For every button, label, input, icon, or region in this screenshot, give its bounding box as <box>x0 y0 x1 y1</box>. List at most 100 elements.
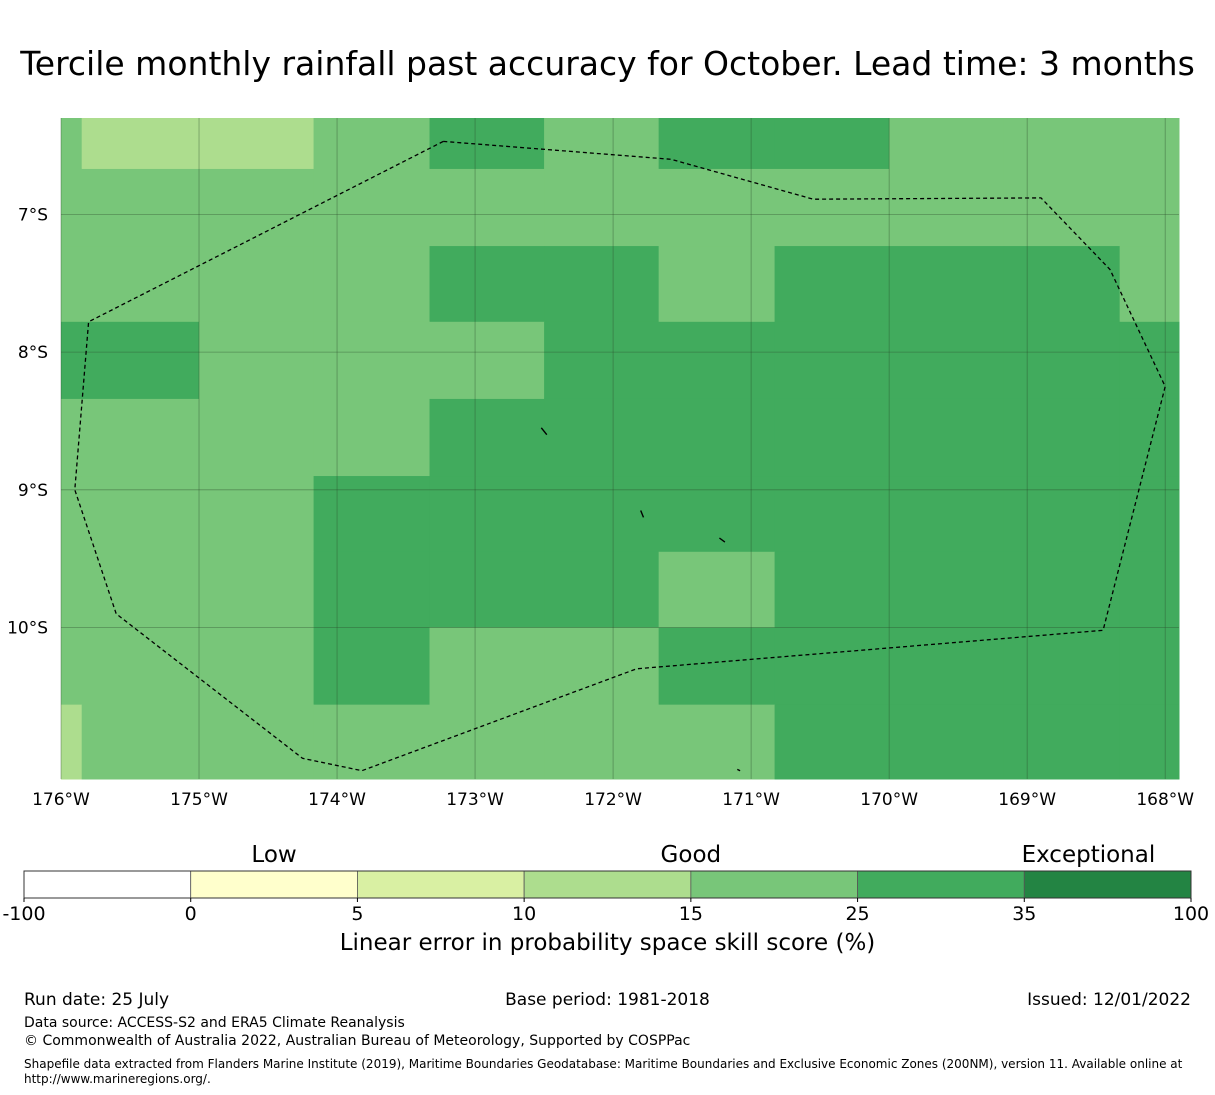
longitude-label: 173°W <box>446 790 504 810</box>
issued-date: Issued: 12/01/2022 <box>1027 990 1191 1010</box>
map-cell <box>61 321 83 400</box>
map-cell <box>313 551 431 629</box>
map-cell <box>544 246 660 323</box>
map-cell <box>658 551 776 629</box>
map-cell <box>889 321 1005 400</box>
map-cell <box>658 476 776 553</box>
longitude-label: 168°W <box>1136 790 1194 810</box>
longitude-labels: 176°W 175°W 174°W 173°W 172°W 171°W 170°W 169°W… <box>32 790 1194 810</box>
map-cell <box>313 704 431 780</box>
map-cell <box>313 398 431 477</box>
map-cell <box>544 321 660 400</box>
map-cell <box>81 398 200 477</box>
run-date: Run date: 25 July <box>24 990 170 1010</box>
data-source: Data source: ACCESS-S2 and ERA5 Climate … <box>24 1015 405 1031</box>
map-cell <box>81 118 200 170</box>
map-cell <box>544 704 660 780</box>
map-cell <box>544 398 660 477</box>
map-cell <box>199 246 315 323</box>
island <box>540 427 548 436</box>
map-cell <box>889 704 1005 780</box>
map-cell <box>81 246 200 323</box>
map-cell <box>429 476 545 553</box>
map-cell <box>889 551 1005 629</box>
map-cell <box>1119 551 1180 629</box>
colorbar-segment <box>23 870 192 899</box>
longitude-label: 176°W <box>32 790 90 810</box>
map-cell <box>61 168 83 247</box>
map-cell <box>774 551 890 629</box>
map-cell <box>199 118 315 170</box>
map-cell <box>774 168 890 247</box>
island <box>640 510 645 518</box>
map-cell <box>1003 321 1121 400</box>
map-cell <box>199 476 315 553</box>
island <box>737 768 741 772</box>
colorbar-segment <box>357 870 525 899</box>
colorbar-segment <box>1023 870 1192 899</box>
shapefile-credit: Shapefile data extracted from Flanders M… <box>24 1057 1183 1086</box>
map-cell <box>81 627 200 706</box>
map-cell <box>1119 246 1180 323</box>
map-cell <box>658 246 776 323</box>
map-cell <box>313 246 431 323</box>
map-cell <box>199 627 315 706</box>
map-cell <box>889 246 1005 323</box>
map-cell <box>889 627 1005 706</box>
map-cell <box>199 168 315 247</box>
map-cell <box>429 321 545 400</box>
map-cell <box>774 704 890 780</box>
map-cell <box>544 168 660 247</box>
map-cell <box>429 168 545 247</box>
islands <box>540 427 741 772</box>
longitude-label: 169°W <box>998 790 1056 810</box>
map-cell <box>774 246 890 323</box>
map-cell <box>199 704 315 780</box>
copyright: © Commonwealth of Australia 2022, Austra… <box>24 1033 691 1049</box>
longitude-label: 171°W <box>722 790 780 810</box>
map-cell <box>658 627 776 706</box>
colorbar-segment <box>857 870 1025 899</box>
map-cell <box>313 627 431 706</box>
page-title: Tercile monthly rainfall past accuracy f… <box>20 44 1195 83</box>
map-cells <box>61 118 1180 780</box>
map-cell <box>1003 476 1121 553</box>
map-cell <box>199 551 315 629</box>
colorbar-segment <box>690 870 858 899</box>
map-cell <box>774 118 890 170</box>
map-cell <box>61 118 83 170</box>
map-cell <box>774 398 890 477</box>
map-cell <box>313 168 431 247</box>
map-cell <box>774 476 890 553</box>
map-cell <box>544 551 660 629</box>
colorbar-category-label: Low <box>251 842 297 868</box>
map-cell <box>429 398 545 477</box>
longitude-label: 175°W <box>170 790 228 810</box>
latitude-label: 10°S <box>7 619 48 639</box>
map-cell <box>61 551 83 629</box>
colorbar-category-label: Good <box>660 842 722 868</box>
map-cell <box>889 398 1005 477</box>
map-cell <box>1003 398 1121 477</box>
map-cell <box>1119 118 1180 170</box>
map-cell <box>199 398 315 477</box>
map-cell <box>61 476 83 553</box>
latitude-label: 8°S <box>18 343 48 363</box>
map-cell <box>61 704 83 780</box>
map-cell <box>658 398 776 477</box>
map-cell <box>658 321 776 400</box>
map-cell <box>1119 398 1180 477</box>
map-cell <box>1119 321 1180 400</box>
map-cell <box>544 118 660 170</box>
map-cell <box>1003 168 1121 247</box>
map-cell <box>81 704 200 780</box>
island <box>718 537 726 543</box>
map-cell <box>544 627 660 706</box>
map-cell <box>889 118 1005 170</box>
colorbar-segment <box>523 870 692 899</box>
colorbar-tick-label: 100 <box>1173 903 1209 925</box>
map-cell <box>1119 627 1180 706</box>
skill-map: 176°W 175°W 174°W 173°W 172°W 171°W 170°W 169°W… <box>2 118 1209 925</box>
map-cell <box>429 627 545 706</box>
colorbar-tick-label: 0 <box>185 903 197 925</box>
